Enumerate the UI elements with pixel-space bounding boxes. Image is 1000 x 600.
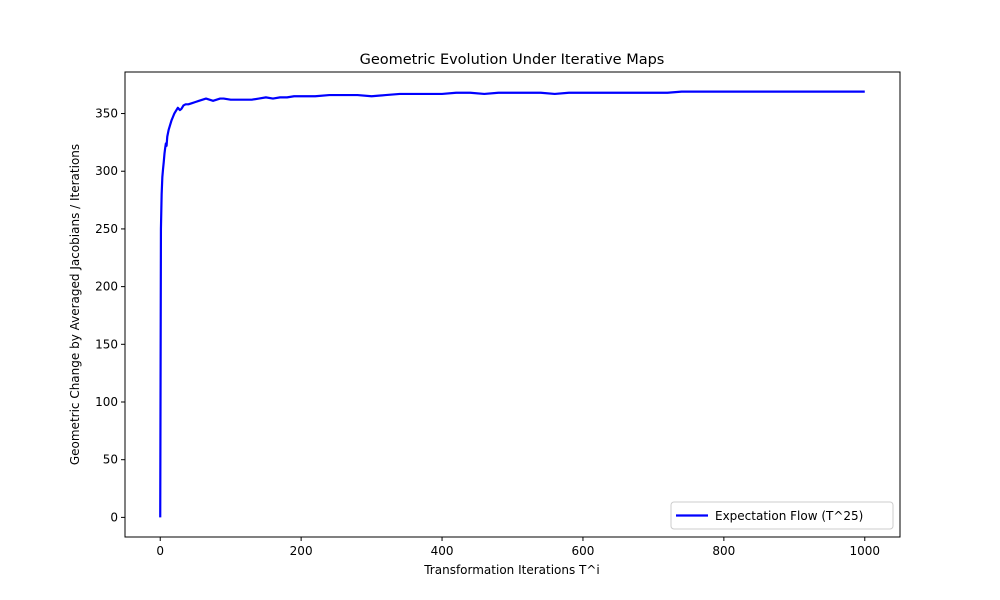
legend: Expectation Flow (T^25) (670, 501, 894, 530)
y-axis-label: Geometric Change by Averaged Jacobians /… (68, 144, 82, 465)
y-tick-label: 150 (95, 337, 118, 351)
x-axis-ticks: 0 200 400 600 800 1000 (156, 537, 880, 558)
x-tick-label: 0 (156, 544, 164, 558)
y-tick-label: 350 (95, 107, 118, 121)
y-axis-ticks: 0 50 100 150 200 250 300 350 (95, 107, 125, 524)
y-tick-label: 250 (95, 222, 118, 236)
plot-frame (124, 71, 901, 538)
x-axis-label: Transformation Iterations T^i (423, 563, 600, 577)
x-tick-label: 1000 (849, 544, 880, 558)
x-tick-label: 200 (290, 544, 313, 558)
x-tick-label: 800 (712, 544, 735, 558)
y-tick-label: 50 (103, 453, 118, 467)
y-tick-label: 200 (95, 280, 118, 294)
plot-area (124, 71, 901, 538)
x-tick-label: 600 (572, 544, 595, 558)
series-line-0 (159, 90, 865, 518)
y-tick-label: 100 (95, 395, 118, 409)
x-tick-label: 400 (431, 544, 454, 558)
legend-label-expectation-flow: Expectation Flow (T^25) (715, 509, 863, 523)
y-tick-label: 0 (110, 510, 118, 524)
legend-box (670, 501, 894, 530)
chart-title: Geometric Evolution Under Iterative Maps (360, 52, 665, 68)
series-layer (159, 90, 865, 518)
y-tick-label: 300 (95, 164, 118, 178)
